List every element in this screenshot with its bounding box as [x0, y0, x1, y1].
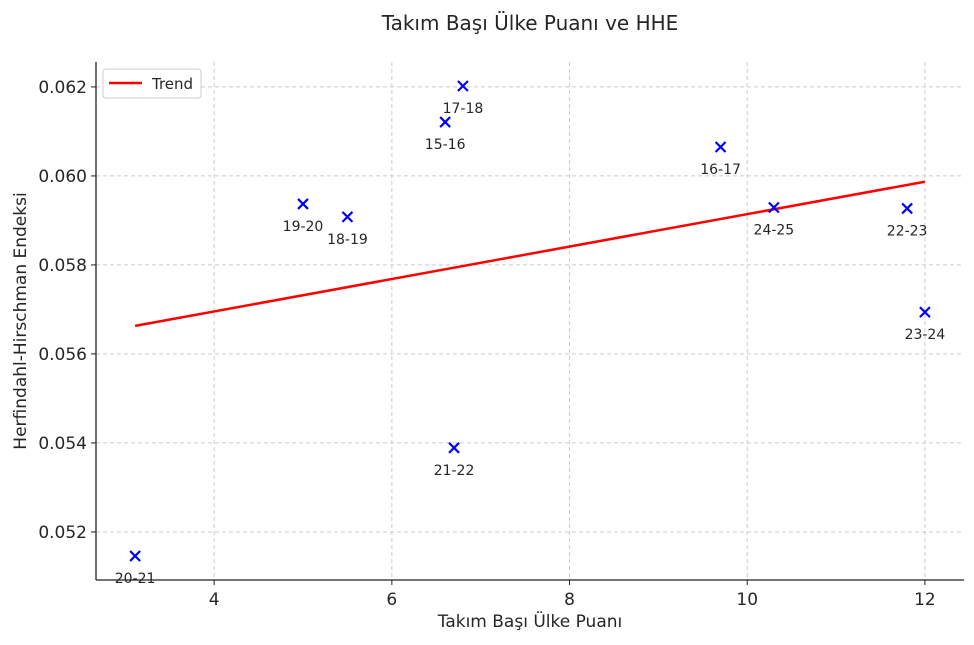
- y-tick-label: 0.062: [38, 78, 87, 98]
- data-point-label: 22-23: [887, 223, 928, 239]
- data-point-marker: [714, 141, 727, 153]
- legend-box: [102, 68, 202, 99]
- data-point-label: 21-22: [434, 463, 475, 479]
- legend: Trend: [102, 68, 202, 99]
- data-point-marker: [297, 198, 309, 210]
- y-tick-label: 0.058: [38, 256, 87, 276]
- y-axis-label: Herfindahl-Hirschman Endeksi: [11, 192, 31, 449]
- data-point-marker: [768, 201, 780, 214]
- x-tick-label: 10: [736, 590, 758, 610]
- data-point-label: 19-20: [283, 219, 324, 235]
- data-point-label: 24-25: [754, 223, 795, 239]
- y-tick-label: 0.060: [38, 167, 87, 187]
- legend-trend-label: Trend: [151, 75, 193, 93]
- x-tick-label: 6: [386, 590, 397, 610]
- y-tick-label: 0.056: [38, 345, 87, 365]
- trend-line: [134, 180, 926, 328]
- data-point-marker: [919, 306, 931, 318]
- data-point-label: 15-16: [425, 137, 466, 153]
- data-point-label: 18-19: [327, 232, 368, 248]
- x-tick-label: 4: [209, 590, 220, 610]
- x-tick-label: 8: [564, 590, 575, 610]
- data-point-marker: [457, 80, 469, 92]
- data-point-label: 17-18: [443, 101, 484, 117]
- data-point-label: 20-21: [115, 571, 156, 587]
- data-point-marker: [341, 211, 354, 223]
- x-axis-label: Takım Başı Ülke Puanı: [437, 610, 623, 632]
- data-point-marker: [129, 550, 141, 562]
- data-point-marker: [439, 116, 451, 128]
- chart-title: Takım Başı Ülke Puanı ve HHE: [381, 11, 679, 35]
- data-point-label: 23-24: [905, 327, 946, 343]
- grid: [96, 62, 964, 580]
- y-tick-label: 0.052: [38, 523, 87, 543]
- y-tick-label: 0.054: [38, 434, 87, 454]
- x-tick-label: 12: [914, 590, 936, 610]
- data-point-label: 16-17: [700, 162, 741, 178]
- trend-layer: [134, 180, 926, 328]
- data-point-marker: [901, 202, 913, 215]
- data-point-marker: [448, 442, 460, 454]
- axes: 4 6 8 10 12 0.052 0.054 0.056 0.058 0.060 0.062: [38, 62, 964, 610]
